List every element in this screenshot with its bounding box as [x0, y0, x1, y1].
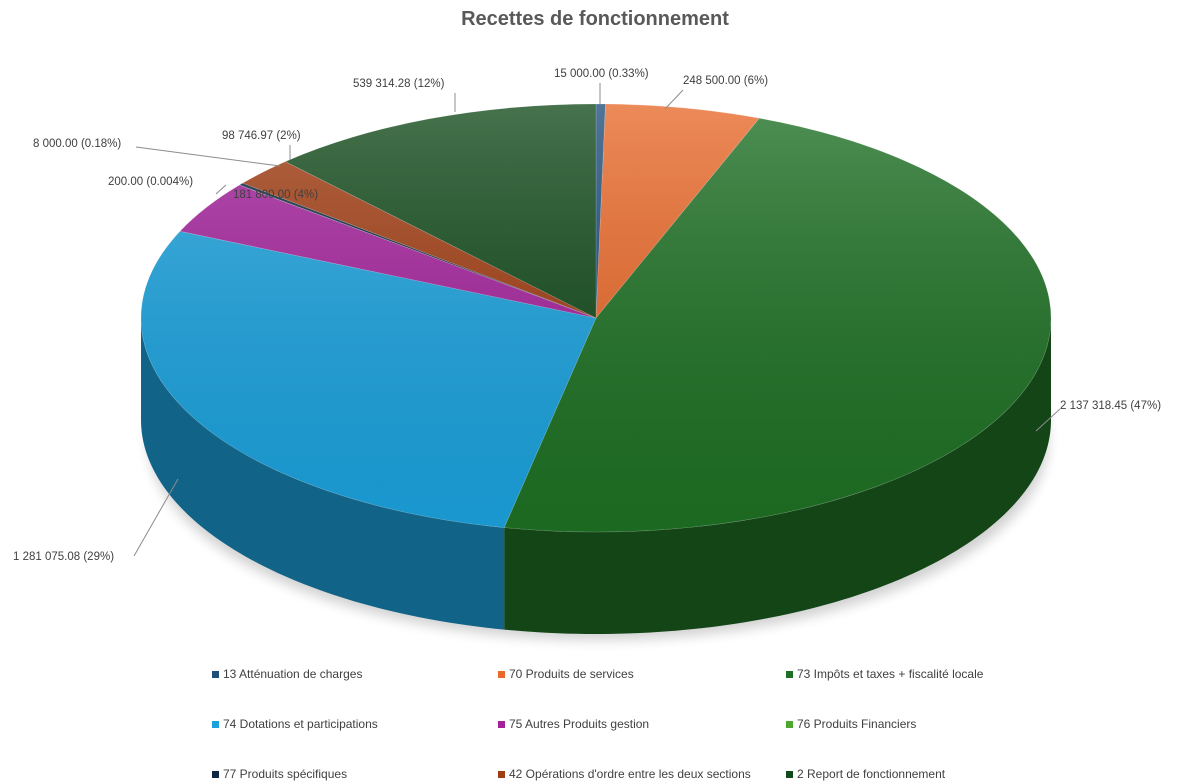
leader-line-6 — [135, 146, 281, 167]
data-label-5: 200.00 (0.004%) — [108, 176, 193, 188]
data-label-3: 1 281 075.08 (29%) — [13, 551, 114, 563]
data-label-1: 248 500.00 (6%) — [683, 75, 768, 87]
legend-swatch-3 — [212, 720, 219, 728]
legend-label-8: 2 Report de fonctionnement — [797, 767, 946, 781]
legend-label-0: 13 Atténuation de charges — [223, 667, 363, 681]
legend-item-4: 75 Autres Produits gestion — [498, 717, 649, 731]
legend-item-6: 77 Produits spécifiques — [212, 767, 347, 781]
pie-slices — [140, 103, 1052, 533]
pie-chart: 15 000.00 (0.33%) 248 500.00 (6%) 2 137 31… — [13, 68, 1161, 640]
legend-label-4: 75 Autres Produits gestion — [509, 717, 650, 731]
legend-swatch-7 — [498, 770, 505, 778]
chart-title: Recettes de fonctionnement — [461, 8, 729, 30]
legend-label-7: 42 Opérations d'ordre entre les deux sec… — [509, 767, 751, 781]
legend-label-6: 77 Produits spécifiques — [223, 767, 348, 781]
leader-line-5 — [215, 184, 227, 195]
leader-line-3 — [133, 478, 179, 557]
legend-swatch-8 — [786, 770, 793, 778]
data-label-2: 2 137 318.45 (47%) — [1060, 400, 1161, 412]
data-label-6: 8 000.00 (0.18%) — [33, 138, 121, 150]
legend-swatch-5 — [786, 720, 793, 728]
leader-lines — [133, 83, 1061, 557]
legend-item-2: 73 Impôts et taxes + fiscalité locale — [786, 667, 983, 681]
legend-swatch-6 — [212, 770, 219, 778]
legend-item-7: 42 Opérations d'ordre entre les deux sec… — [498, 767, 751, 781]
pie-sides — [141, 318, 1051, 634]
legend-item-5: 76 Produits Financiers — [786, 717, 916, 731]
legend-item-3: 74 Dotations et participations — [212, 717, 378, 731]
legend-item-0: 13 Atténuation de charges — [212, 667, 362, 681]
leader-line-1 — [664, 89, 684, 110]
data-label-8: 539 314.28 (12%) — [353, 78, 445, 90]
pie-side-3 — [141, 318, 505, 630]
pie-side-2 — [504, 318, 1051, 634]
chart-legend: 13 Atténuation de charges 70 Produits de … — [0, 660, 1190, 781]
legend-swatch-4 — [498, 720, 505, 728]
legend-label-1: 70 Produits de services — [509, 667, 634, 681]
legend-label-5: 76 Produits Financiers — [797, 717, 917, 731]
legend-item-1: 70 Produits de services — [498, 667, 634, 681]
data-label-7: 98 746.97 (2%) — [222, 130, 301, 142]
data-label-0: 15 000.00 (0.33%) — [554, 68, 649, 80]
legend-item-8: 2 Report de fonctionnement — [786, 767, 945, 781]
legend-swatch-0 — [212, 670, 219, 678]
leader-line-2 — [1035, 408, 1061, 432]
legend-swatch-2 — [786, 670, 793, 678]
legend-swatch-1 — [498, 670, 505, 678]
legend-label-3: 74 Dotations et participations — [223, 717, 378, 731]
data-label-4: 181 800.00 (4%) — [233, 189, 318, 201]
data-labels: 15 000.00 (0.33%) 248 500.00 (6%) 2 137 31… — [13, 68, 1161, 563]
legend-label-2: 73 Impôts et taxes + fiscalité locale — [797, 667, 984, 681]
